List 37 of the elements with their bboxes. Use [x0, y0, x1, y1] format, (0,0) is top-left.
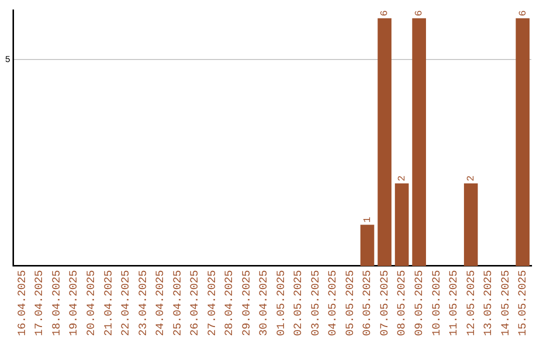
- x-tick-label: 18.04.2025: [51, 270, 64, 336]
- x-tick-label: 05.05.2025: [344, 270, 357, 336]
- x-tick-label: 28.04.2025: [224, 270, 236, 336]
- x-tick-label: 19.04.2025: [68, 270, 81, 336]
- data-label: 6: [518, 10, 530, 16]
- y-tick-label: 5: [4, 54, 10, 65]
- x-tick-label: 29.04.2025: [241, 270, 254, 336]
- x-tick-label: 20.04.2025: [86, 270, 98, 336]
- x-tick-label: 04.05.2025: [328, 270, 340, 336]
- x-tick-label: 17.04.2025: [34, 270, 46, 336]
- x-tick-label: 07.05.2025: [379, 270, 392, 336]
- x-tick-label: 06.05.2025: [362, 270, 374, 336]
- x-tick-label: 25.04.2025: [172, 270, 184, 336]
- x-tick-label: 13.05.2025: [483, 270, 496, 336]
- x-tick-label: 30.04.2025: [258, 270, 271, 336]
- x-tick-label: 03.05.2025: [310, 270, 322, 336]
- x-tick-label: 26.04.2025: [190, 270, 202, 336]
- data-label: 6: [380, 10, 392, 16]
- data-label: 2: [397, 175, 408, 182]
- x-tick-label: 21.04.2025: [103, 270, 116, 336]
- x-tick-label: 12.05.2025: [466, 270, 478, 336]
- x-tick-label: 15.05.2025: [518, 270, 530, 336]
- x-tick-label: 23.04.2025: [138, 270, 150, 336]
- data-label: 1: [362, 216, 374, 223]
- x-tick-label: 09.05.2025: [414, 270, 426, 336]
- data-label: 2: [466, 175, 478, 182]
- x-tick-label: 24.04.2025: [155, 270, 168, 336]
- x-tick-label: 27.04.2025: [206, 270, 219, 336]
- data-label: 6: [414, 10, 426, 16]
- x-tick-label: 22.04.2025: [120, 270, 133, 336]
- x-tick-label: 11.05.2025: [448, 270, 461, 336]
- x-tick-label: 02.05.2025: [293, 270, 306, 336]
- x-tick-label: 10.05.2025: [431, 270, 444, 336]
- x-tick-label: 08.05.2025: [396, 270, 409, 336]
- x-tick-label: 16.04.2025: [16, 270, 29, 336]
- x-tick-label: 01.05.2025: [276, 270, 288, 336]
- x-tick-label: 14.05.2025: [500, 270, 512, 336]
